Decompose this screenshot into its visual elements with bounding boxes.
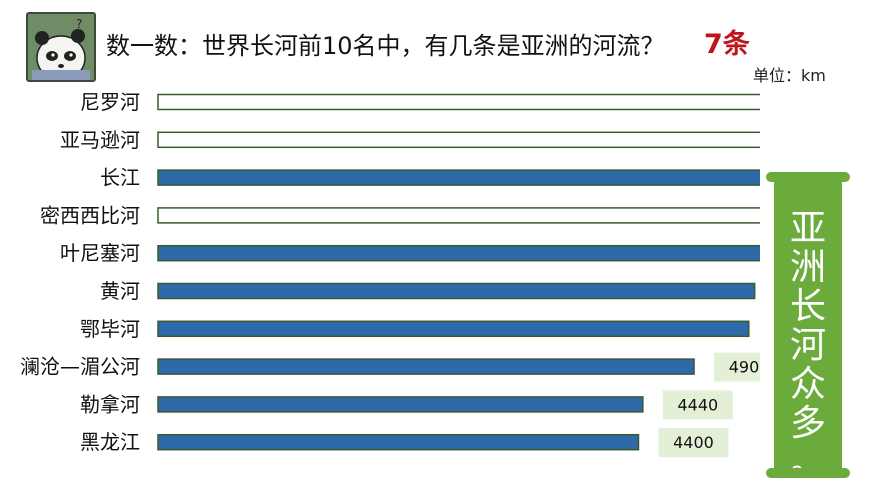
category-label: 鄂毕河 [80,317,140,341]
scroll-char: 洲 [789,247,826,288]
river-length-bar-chart: 尼罗河6670亚马逊河6400长江6397密西西比河6020叶尼塞河5539黄河… [20,90,760,458]
scroll-body: 亚 洲 长 河 众 多 。 [774,177,842,482]
category-label: 密西西比河 [40,203,140,227]
value-label: 4440 [677,395,718,414]
scroll-top-rod [766,172,850,182]
scroll-char: 河 [789,325,826,366]
category-label: 勒拿河 [80,392,140,416]
answer-label: 7条 [704,29,750,60]
category-label: 黑龙江 [80,430,140,454]
category-label: 叶尼塞河 [60,241,140,265]
panda-mascot-icon: ? [26,12,96,82]
bar [157,93,760,111]
category-label: 黄河 [100,279,140,303]
bar [157,244,760,262]
category-label: 长江 [100,166,140,190]
bar [157,320,750,338]
value-box [714,352,760,382]
bar [157,131,760,149]
bar [157,207,760,224]
category-label: 亚马逊河 [60,128,140,152]
asia-rivers-scroll: 亚 洲 长 河 众 多 。 [766,172,850,482]
scroll-char: 亚 [789,208,826,249]
bar [157,396,644,413]
scroll-bottom-rod [766,468,850,478]
category-label: 澜沧—湄公河 [20,355,140,379]
unit-label: 单位：km [753,66,826,85]
value-box [658,428,729,458]
value-label: 4400 [673,433,714,452]
bar [157,169,760,186]
svg-text:?: ? [76,17,82,31]
scroll-char: 众 [789,364,826,405]
scroll-char: 多 [789,403,826,444]
value-label: 4909 [729,358,760,377]
bar [157,282,756,300]
scroll-char: 长 [789,286,826,327]
value-box [662,390,733,420]
category-label: 尼罗河 [80,90,140,114]
scroll-caption: 亚 洲 长 河 众 多 。 [774,209,842,482]
bar [157,433,640,451]
bar [157,358,695,375]
page-title: 数一数：世界长河前10名中，有几条是亚洲的河流？ [106,32,665,60]
